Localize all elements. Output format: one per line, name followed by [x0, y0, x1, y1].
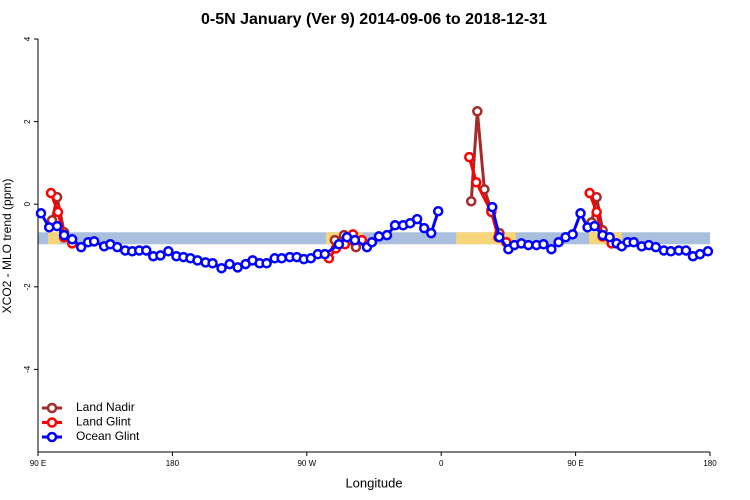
data-point — [418, 222, 430, 234]
data-point — [389, 220, 401, 231]
data-point — [58, 229, 70, 241]
data-point — [51, 220, 63, 232]
data-point — [373, 231, 385, 242]
y-tick-label: 0 — [23, 201, 32, 206]
legend-label: Land Nadir — [76, 400, 135, 414]
legend-marker — [46, 431, 58, 443]
data-point — [575, 208, 586, 219]
data-point — [333, 239, 345, 250]
x-tick-label: 0 — [439, 459, 444, 468]
data-point — [425, 227, 437, 239]
data-point — [546, 243, 557, 255]
data-point — [584, 187, 595, 199]
data-point — [35, 208, 47, 219]
data-point — [702, 246, 714, 257]
data-point — [224, 258, 235, 270]
legend-label: Ocean Glint — [76, 429, 140, 443]
data-point — [494, 231, 505, 243]
y-axis-label: XCO2 - MLO trend (ppm) — [0, 179, 14, 314]
data-point — [523, 239, 534, 251]
data-point — [628, 236, 639, 248]
data-point — [487, 201, 498, 213]
x-tick-label: 90 E — [30, 459, 46, 468]
data-point — [464, 151, 475, 163]
chart-title: 0-5N January (Ver 9) 2014-09-06 to 2018-… — [201, 11, 547, 28]
data-point — [52, 206, 64, 218]
legend-marker — [46, 402, 58, 414]
data-point — [43, 222, 55, 233]
data-point — [192, 255, 203, 266]
data-point — [88, 236, 100, 247]
y-tick-label: 2 — [23, 119, 32, 124]
data-point — [319, 248, 331, 260]
y-tick-label: -4 — [23, 365, 32, 373]
data-point — [66, 234, 78, 245]
y-tick-label: -2 — [23, 283, 32, 291]
data-point — [276, 253, 287, 264]
data-point — [589, 220, 600, 232]
data-point — [471, 177, 482, 188]
data-point — [75, 241, 87, 253]
data-point — [141, 245, 152, 256]
data-point — [216, 262, 227, 274]
data-point — [680, 245, 692, 256]
data-point — [591, 206, 602, 218]
y-tick-label: 4 — [23, 36, 32, 41]
land-range — [48, 232, 61, 245]
x-tick-label: 90 W — [297, 459, 316, 468]
data-point — [261, 258, 272, 269]
legend-label: Land Glint — [76, 415, 131, 429]
x-tick-label: 180 — [166, 459, 180, 468]
data-point — [155, 250, 166, 261]
land-range — [456, 232, 516, 245]
x-tick-label: 180 — [703, 459, 717, 468]
data-point — [604, 231, 615, 243]
data-point — [381, 229, 393, 241]
data-point — [465, 196, 477, 207]
data-point — [472, 106, 483, 117]
data-point — [163, 246, 174, 257]
legend-marker — [46, 417, 58, 428]
data-point — [567, 229, 578, 240]
x-axis-label: Longitude — [345, 475, 402, 490]
data-point — [207, 258, 218, 269]
data-point — [45, 187, 57, 199]
series-line — [50, 111, 605, 249]
x-tick-label: 90 E — [567, 459, 583, 468]
data-point — [553, 236, 564, 248]
data-point — [432, 205, 444, 217]
data-point — [538, 239, 549, 250]
data-point — [366, 236, 378, 248]
data-point — [349, 234, 361, 246]
data-point — [411, 213, 423, 225]
data-point — [650, 241, 662, 253]
